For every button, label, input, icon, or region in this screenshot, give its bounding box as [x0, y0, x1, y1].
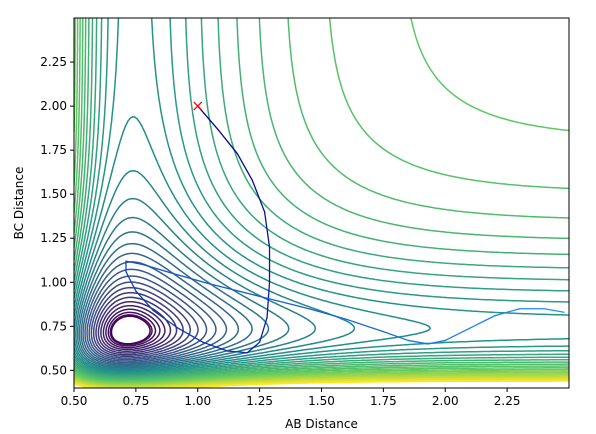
trajectory-segment	[444, 327, 471, 342]
start-marker	[193, 101, 203, 111]
contour-level	[110, 315, 151, 345]
trajectory-segment	[427, 339, 446, 345]
contour-level	[109, 314, 153, 346]
contour-level	[74, 375, 569, 388]
contour-level	[74, 374, 569, 387]
contour-level	[74, 18, 569, 376]
x-tick-label: 0.75	[123, 394, 150, 408]
trajectory-segment	[177, 327, 204, 343]
trajectory-segment	[125, 271, 137, 292]
contour-level	[107, 311, 157, 347]
trajectory-segment	[258, 295, 310, 310]
contour-level	[102, 304, 166, 351]
y-tick-label: 1.75	[40, 143, 67, 157]
x-axis-ticks: 0.50 0.75 1.00 1.25 1.50 1.75 2.00 2.25	[61, 388, 521, 408]
contour-lines	[74, 18, 569, 388]
contour-level	[74, 379, 569, 388]
contour-level	[74, 18, 569, 379]
contour-level	[74, 18, 569, 374]
y-tick-label: 1.50	[40, 187, 67, 201]
trajectory-segment	[469, 315, 496, 329]
contour-level	[74, 378, 569, 388]
trajectory-segment	[258, 316, 268, 343]
trajectory-segment	[263, 211, 271, 248]
contour-level	[74, 169, 356, 372]
y-tick-label: 0.50	[40, 363, 67, 377]
y-axis-ticks: 0.50 0.75 1.00 1.25 1.50 1.75 2.00 2.25	[40, 55, 74, 377]
trajectory-segment	[216, 128, 239, 155]
trajectory-path	[125, 105, 565, 354]
contour-level	[92, 286, 192, 358]
x-tick-label: 1.50	[308, 394, 335, 408]
trajectory-segment	[407, 339, 429, 345]
contour-level	[74, 373, 569, 386]
trajectory-segment	[543, 308, 565, 313]
trajectory-segment	[209, 283, 261, 298]
contour-level	[74, 116, 432, 373]
y-tick-label: 0.75	[40, 319, 67, 333]
contour-level	[74, 18, 569, 375]
start-marker-stroke	[193, 101, 203, 111]
y-tick-label: 1.25	[40, 231, 67, 245]
trajectory-segment	[382, 330, 409, 342]
contour-level	[88, 275, 208, 361]
contour-level	[74, 18, 569, 380]
contour-level	[76, 216, 290, 369]
contour-level	[84, 261, 228, 364]
contour-level	[74, 380, 569, 388]
contour-level	[75, 197, 317, 370]
y-tick-label: 2.00	[40, 99, 67, 113]
trajectory-segment	[308, 308, 347, 320]
trajectory-segment	[494, 308, 521, 317]
contour-level	[74, 371, 569, 386]
trajectory-segment	[172, 272, 211, 285]
contour-level	[105, 308, 161, 349]
contour-level	[80, 242, 253, 367]
contour-level	[95, 291, 184, 356]
x-tick-label: 1.25	[246, 394, 273, 408]
y-tick-label: 1.00	[40, 275, 67, 289]
y-axis-label: BC Distance	[12, 167, 26, 240]
y-tick-label: 2.25	[40, 55, 67, 69]
contour-level	[82, 252, 240, 365]
x-tick-label: 1.00	[184, 394, 211, 408]
contour-level	[74, 18, 569, 384]
contour-level	[74, 18, 569, 381]
trajectory-segment	[226, 350, 248, 354]
trajectory-segment	[125, 260, 144, 266]
plot-frame	[73, 17, 570, 389]
trajectory-segment	[135, 290, 154, 312]
contour-level	[74, 370, 569, 385]
trajectory-segment	[251, 179, 266, 213]
contour-level	[90, 281, 199, 359]
x-tick-label: 2.25	[494, 394, 521, 408]
trajectory-segment	[152, 309, 179, 329]
trajectory-segment	[345, 318, 385, 333]
contour-level	[86, 268, 217, 362]
contour-level	[74, 18, 569, 382]
trajectory-segment	[142, 264, 174, 275]
contour-level	[97, 296, 178, 354]
trajectory-segment	[246, 341, 261, 354]
x-tick-label: 1.75	[370, 394, 397, 408]
trajectory-segment	[266, 281, 271, 319]
contour-level	[74, 18, 569, 383]
contour-level	[74, 18, 569, 377]
contour-level	[74, 376, 569, 388]
x-tick-label: 0.50	[61, 394, 88, 408]
contour-level	[78, 231, 270, 368]
trajectory-segment	[202, 341, 229, 352]
trajectory-segment	[236, 153, 253, 181]
x-tick-label: 2.00	[432, 394, 459, 408]
x-axis-label: AB Distance	[285, 417, 358, 431]
